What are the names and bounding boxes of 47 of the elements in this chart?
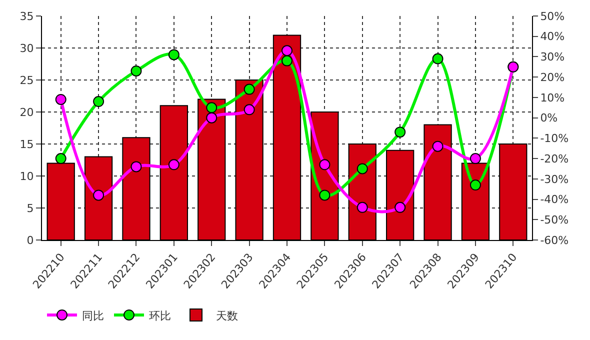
y2-tick-label: -50% (540, 213, 569, 226)
y2-tick-label: 10% (540, 91, 565, 104)
y-tick-label: 30 (20, 42, 34, 55)
point (394, 202, 406, 213)
y2-tick-label: 30% (540, 50, 565, 64)
point (244, 84, 255, 95)
point (356, 163, 368, 174)
y2-tick-label: 20% (540, 70, 565, 84)
y2-tick-label: -30% (540, 172, 569, 186)
legend-label: 环比 (149, 309, 171, 322)
point (432, 140, 444, 152)
y2-tick-label: -60% (540, 234, 569, 247)
y2-tick-label: 50% (540, 10, 565, 23)
point (244, 104, 255, 116)
y-tick-label: 15 (20, 138, 34, 151)
legend-label: 同比 (82, 309, 104, 322)
y-tick-label: 25 (20, 74, 34, 87)
point (206, 112, 218, 124)
point (282, 45, 292, 56)
y2-tick-label: -20% (540, 152, 569, 166)
point (319, 190, 330, 201)
y-tick-label: 0 (26, 234, 34, 247)
point (55, 94, 66, 105)
point (470, 153, 481, 164)
point (356, 202, 368, 213)
y2-tick-label: 40% (540, 30, 565, 44)
point (206, 102, 218, 114)
point (168, 49, 180, 60)
legend-label: 天数 (216, 309, 238, 322)
point (282, 55, 292, 66)
point (470, 180, 481, 191)
y2-tick-label: 0% (540, 112, 558, 125)
y2-tick-label: -10% (540, 132, 569, 146)
point (319, 159, 330, 170)
y-tick-label: 5 (26, 202, 34, 215)
point (394, 126, 406, 138)
point (93, 190, 104, 201)
y2-tick-label: -40% (540, 193, 569, 206)
y-tick-label: 35 (20, 10, 34, 23)
point (130, 161, 142, 172)
point (168, 159, 180, 170)
point (130, 65, 142, 76)
point (432, 53, 444, 64)
point (55, 153, 66, 164)
y-tick-label: 20 (20, 106, 34, 119)
y-tick-label: 10 (20, 170, 34, 183)
point (93, 96, 104, 108)
